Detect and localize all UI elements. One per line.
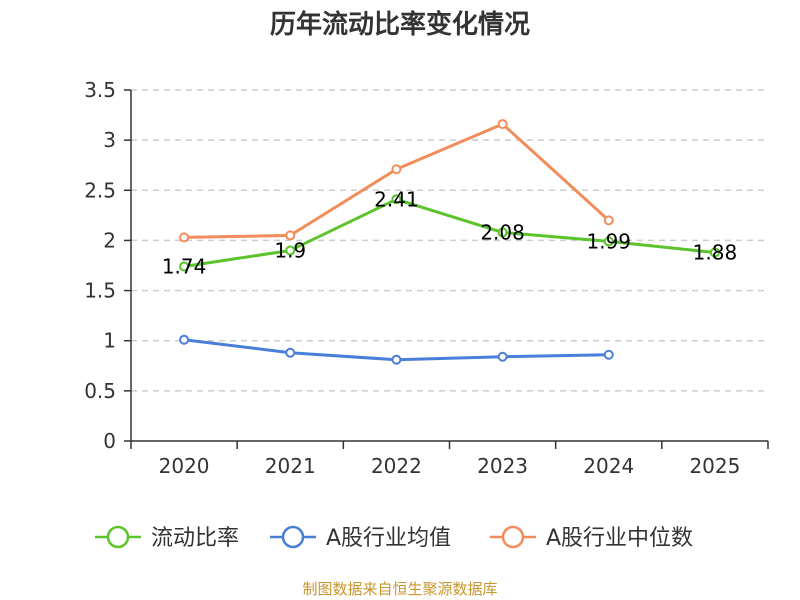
- legend-label: A股行业中位数: [546, 526, 693, 551]
- chart-title: 历年流动比率变化情况: [269, 10, 530, 40]
- series-lines: [183, 122, 716, 362]
- data-point: [179, 232, 190, 243]
- x-tick-label: 2024: [583, 454, 634, 478]
- data-label: 1.9: [274, 238, 306, 262]
- series-points: [179, 119, 720, 365]
- y-tick-label: 1.5: [84, 279, 116, 303]
- data-point: [603, 349, 614, 360]
- data-label: 2.41: [374, 187, 419, 211]
- x-tick-label: 2022: [371, 454, 422, 478]
- data-point: [497, 351, 508, 362]
- x-tick-label: 2020: [159, 454, 210, 478]
- data-labels: 1.74 1.9 2.41 2.08 1.99 1.88: [162, 187, 737, 278]
- legend-label: A股行业均值: [326, 526, 451, 551]
- series-line: [183, 197, 716, 268]
- data-label: 1.74: [162, 255, 207, 279]
- data-point: [497, 227, 508, 238]
- y-tick-label: 3.5: [84, 78, 116, 102]
- data-point: [391, 164, 402, 175]
- data-point: [285, 347, 296, 358]
- axes: 0 0.5 1 1.5 2 2.5 3 3.5 2020 2021 2022 2023 2024 2025: [84, 78, 769, 478]
- y-tick-label: 0: [103, 429, 116, 453]
- data-label: 2.08: [480, 220, 525, 244]
- data-point: [179, 261, 190, 272]
- y-tick-label: 2.5: [84, 178, 116, 202]
- data-point: [179, 334, 190, 345]
- data-point: [497, 119, 508, 130]
- y-tick-label: 0.5: [84, 379, 116, 403]
- data-point: [603, 236, 614, 247]
- x-tick-label: 2023: [477, 454, 528, 478]
- source-note: 制图数据来自恒生聚源数据库: [302, 580, 498, 598]
- legend-marker-circle: [281, 525, 305, 549]
- data-label: 1.99: [586, 229, 631, 253]
- legend-label: 流动比率: [151, 526, 239, 551]
- data-point: [709, 247, 720, 258]
- grid-lines: [131, 89, 768, 392]
- data-point: [285, 245, 296, 256]
- data-label: 1.88: [693, 240, 738, 264]
- legend-marker-circle: [106, 525, 130, 549]
- y-tick-label: 2: [103, 228, 116, 252]
- series-line: [184, 122, 610, 239]
- data-point: [603, 215, 614, 226]
- x-tick-label: 2025: [689, 454, 740, 478]
- legend-marker-circle: [501, 525, 525, 549]
- y-tick-label: 1: [103, 329, 116, 353]
- data-point: [391, 354, 402, 365]
- data-point: [285, 230, 296, 241]
- legend: 流动比率 A股行业均值 A股行业中位数: [95, 525, 693, 551]
- data-point: [391, 194, 402, 205]
- y-tick-label: 3: [103, 128, 116, 152]
- x-tick-label: 2021: [265, 454, 316, 478]
